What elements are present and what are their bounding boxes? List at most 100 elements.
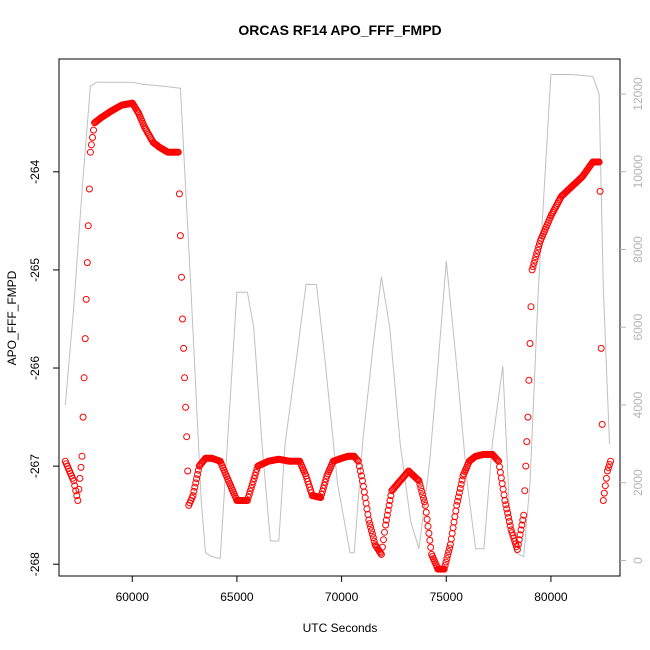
data-point xyxy=(191,483,199,491)
data-point xyxy=(79,413,87,421)
x-tick-label: 65000 xyxy=(220,590,254,604)
data-point xyxy=(381,528,388,536)
data-point xyxy=(418,487,426,495)
data-point xyxy=(605,464,612,472)
data-point xyxy=(455,493,462,501)
data-point xyxy=(505,518,513,525)
data-point xyxy=(252,468,260,476)
data-point xyxy=(82,295,90,303)
data-point xyxy=(179,315,186,323)
data-point xyxy=(528,266,536,274)
data-point xyxy=(190,487,198,495)
data-point xyxy=(458,476,466,484)
data-point xyxy=(76,474,84,482)
data-point xyxy=(87,141,95,149)
data-point xyxy=(533,250,541,258)
data-point xyxy=(494,456,502,464)
data-point xyxy=(181,374,189,382)
data-point xyxy=(356,467,364,475)
data-point xyxy=(175,190,183,198)
data-point xyxy=(75,485,83,493)
data-point xyxy=(442,558,450,566)
x-tick-label: 60000 xyxy=(116,590,150,604)
data-point xyxy=(386,497,394,504)
data-point xyxy=(176,232,184,240)
data-point xyxy=(319,487,326,495)
x-tick-label: 75000 xyxy=(430,590,464,604)
data-point xyxy=(516,531,524,539)
data-point xyxy=(189,492,197,500)
data-point xyxy=(365,516,373,524)
data-point xyxy=(86,148,94,156)
data-point xyxy=(513,546,521,553)
y-tick-label: -265 xyxy=(28,258,42,282)
data-point xyxy=(182,403,190,411)
data-point xyxy=(83,259,91,267)
data-point xyxy=(134,108,142,116)
y-tick-label: -267 xyxy=(28,454,42,478)
data-point xyxy=(525,376,533,384)
data-point xyxy=(358,472,365,480)
data-point xyxy=(426,536,434,544)
data-point xyxy=(521,487,529,495)
y2-tick-label: 12000 xyxy=(631,77,645,111)
data-point xyxy=(368,527,375,535)
data-point xyxy=(597,344,605,352)
data-point xyxy=(245,490,253,498)
data-point xyxy=(366,520,374,528)
data-point xyxy=(523,438,531,446)
data-point xyxy=(414,476,422,484)
y2-tick-label: 6000 xyxy=(631,314,645,341)
data-point xyxy=(518,521,526,529)
y2-tick-label: 4000 xyxy=(631,391,645,418)
data-point xyxy=(90,126,97,134)
data-point xyxy=(522,462,530,470)
data-point xyxy=(354,457,362,465)
x-axis-label: UTC Seconds xyxy=(303,621,378,635)
data-point xyxy=(531,256,539,264)
data-point xyxy=(453,501,461,509)
data-point xyxy=(446,544,453,552)
data-point xyxy=(368,530,376,538)
data-point xyxy=(251,472,259,479)
data-point xyxy=(454,497,462,505)
data-point xyxy=(601,482,609,490)
data-point xyxy=(320,481,328,489)
data-point xyxy=(321,478,329,486)
data-point xyxy=(493,455,501,463)
y2-tick-label: 0 xyxy=(631,557,645,564)
data-point xyxy=(413,475,421,483)
data-point xyxy=(423,515,431,523)
plot-frame xyxy=(58,58,621,577)
data-point xyxy=(598,420,606,428)
data-point xyxy=(246,487,254,495)
data-point xyxy=(443,555,451,563)
data-point xyxy=(534,246,542,254)
data-point xyxy=(80,374,88,382)
data-point xyxy=(524,413,532,421)
data-point xyxy=(603,467,611,475)
data-point xyxy=(81,335,89,343)
data-point xyxy=(244,493,252,501)
data-point xyxy=(421,501,429,509)
data-point xyxy=(378,543,386,551)
data-point xyxy=(353,456,361,464)
data-point xyxy=(517,526,525,534)
data-point xyxy=(180,344,188,352)
data-point xyxy=(248,481,256,489)
data-point xyxy=(440,565,448,573)
chart-title: ORCAS RF14 APO_FFF_FMPD xyxy=(238,22,441,38)
data-point xyxy=(387,492,395,500)
data-point xyxy=(599,497,607,504)
data-point xyxy=(194,471,201,478)
data-point xyxy=(502,501,510,509)
data-point xyxy=(243,497,251,504)
y-axis-label: APO_FFF_FMPD xyxy=(5,270,19,365)
data-point xyxy=(456,485,464,492)
data-point xyxy=(318,490,326,498)
data-point xyxy=(416,480,424,488)
data-point xyxy=(377,550,385,558)
data-point xyxy=(249,478,257,486)
